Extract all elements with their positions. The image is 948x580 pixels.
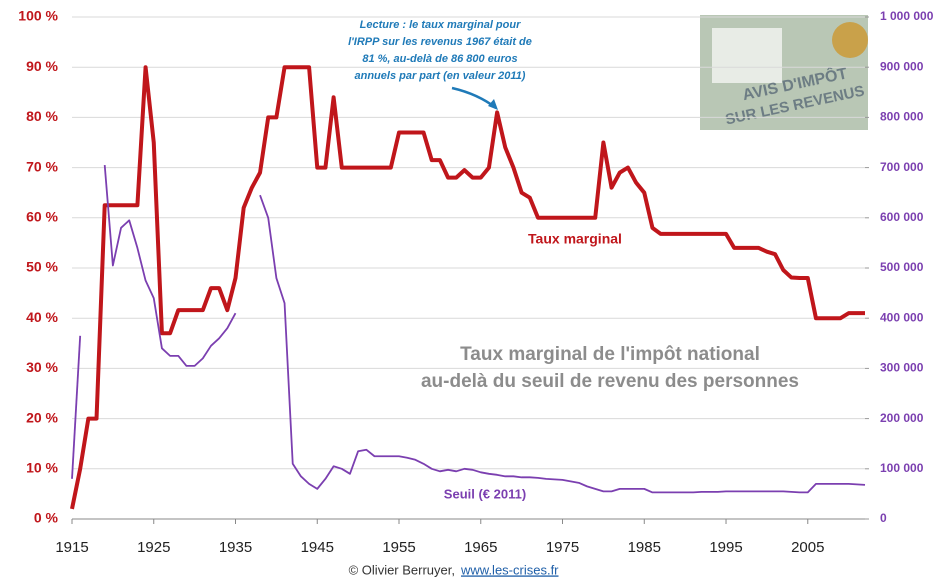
x-tick-label: 1975 xyxy=(546,539,579,556)
chart-title: au-delà du seuil de revenu des personnes xyxy=(421,371,799,392)
series-label: Seuil (€ 2011) xyxy=(444,486,526,501)
x-tick-label: 1925 xyxy=(137,539,170,556)
y2-tick-label: 300 000 xyxy=(880,361,924,375)
y-tick-label: 30 % xyxy=(26,359,58,375)
y-tick-label: 60 % xyxy=(26,209,58,225)
image-paper xyxy=(712,28,782,83)
x-tick-label: 1955 xyxy=(382,539,415,556)
y2-tick-label: 900 000 xyxy=(880,59,924,73)
y2-tick-label: 500 000 xyxy=(880,260,924,274)
y-tick-label: 80 % xyxy=(26,108,58,124)
series-line xyxy=(105,165,236,366)
x-tick-label: 1915 xyxy=(55,539,88,556)
series-line xyxy=(72,67,865,509)
y-tick-label: 50 % xyxy=(26,259,58,275)
annotation: Lecture : le taux marginal pour l'IRPP s… xyxy=(348,19,532,82)
x-tick-label: 1935 xyxy=(219,539,252,556)
y2-tick-label: 0 xyxy=(880,511,887,525)
x-tick-label: 1985 xyxy=(628,539,661,556)
y2-tick-label: 800 000 xyxy=(880,110,924,124)
y2-tick-label: 600 000 xyxy=(880,210,924,224)
image-coin xyxy=(832,22,868,58)
chart-title: Taux marginal de l'impôt national xyxy=(460,344,760,365)
series-line xyxy=(72,336,80,479)
x-tick-label: 1945 xyxy=(301,539,334,556)
x-tick-label: 1965 xyxy=(464,539,497,556)
y2-tick-label: 400 000 xyxy=(880,310,924,324)
y-tick-label: 10 % xyxy=(26,460,58,476)
y2-tick-label: 1 000 000 xyxy=(880,9,934,23)
x-tick-label: 2005 xyxy=(791,539,824,556)
y2-tick-label: 100 000 xyxy=(880,461,924,475)
tax-notice-image: AVIS D'IMPÔT SUR LES REVENUS xyxy=(700,15,868,130)
plot xyxy=(72,67,865,509)
y-tick-label: 0 % xyxy=(34,510,59,526)
annotation-arrowhead xyxy=(488,99,498,110)
page: AVIS D'IMPÔT SUR LES REVENUS 0 % 10 % 20 %… xyxy=(0,0,948,580)
annotation-line: 81 %, au-delà de 86 800 euros xyxy=(362,53,517,65)
chart: AVIS D'IMPÔT SUR LES REVENUS 0 % 10 % 20 %… xyxy=(0,0,948,580)
y-tick-label: 40 % xyxy=(26,309,58,325)
y2-tick-label: 700 000 xyxy=(880,160,924,174)
y-tick-label: 100 % xyxy=(18,8,58,24)
y-tick-label: 20 % xyxy=(26,409,58,425)
y-tick-label: 70 % xyxy=(26,158,58,174)
annotation-line: l'IRPP sur les revenus 1967 était de xyxy=(348,36,532,48)
credit-link: www.les-crises.fr xyxy=(460,562,559,577)
y-tick-label: 90 % xyxy=(26,58,58,74)
y2-tick-label: 200 000 xyxy=(880,411,924,425)
annotation-line: annuels par part (en valeur 2011) xyxy=(355,70,526,82)
credit: © Olivier Berruyer, xyxy=(349,562,455,577)
x-tick-label: 1995 xyxy=(709,539,742,556)
annotation-line: Lecture : le taux marginal pour xyxy=(360,19,521,31)
series-label: Taux marginal xyxy=(528,231,622,247)
